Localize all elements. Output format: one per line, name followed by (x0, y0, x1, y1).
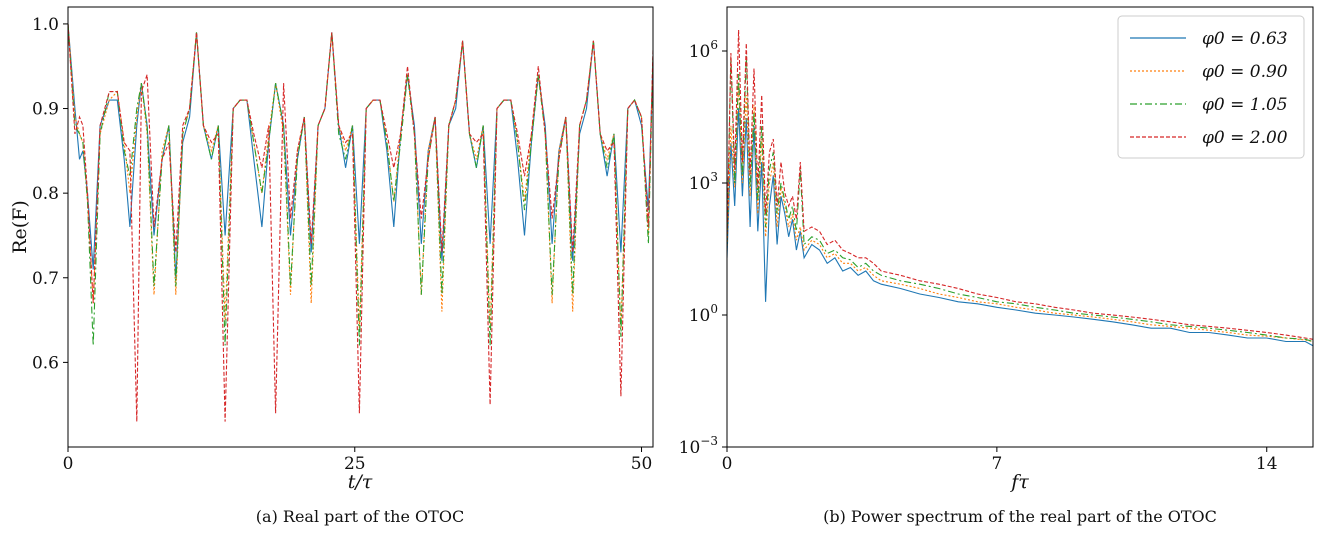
panel-b-frame (726, 6, 1314, 448)
panel-b-y-tick-label-0: 10−3 (679, 434, 718, 458)
panel-a-series-line-2 (68, 23, 653, 346)
legend-box (1117, 15, 1305, 159)
legend-label-1: φ0 = 0.90 (1202, 62, 1288, 82)
panel-a-caption: (a) Real part of the OTOC (256, 507, 464, 526)
panel-b-x-tick-label-1: 7 (991, 454, 1002, 474)
panel-b-series-line-1 (727, 81, 1313, 343)
panel-a-y-tick-label-0: 0.6 (32, 353, 59, 373)
panel-b-power-spectrum: 0 7 14 10−3 100 103 106 fτ (b) Power spectrum… (679, 6, 1314, 526)
panel-b-x-axis-label: fτ (1009, 471, 1029, 493)
panel-b-series-line-2 (727, 55, 1313, 343)
panel-a-x-ticks: 0 25 50 (63, 447, 653, 474)
legend-label-2: φ0 = 1.05 (1202, 95, 1288, 115)
panel-a-frame (67, 6, 654, 448)
panel-b-x-tick-label-2: 14 (1256, 454, 1278, 474)
legend-label-3: φ0 = 2.00 (1202, 128, 1288, 148)
panel-b-y-tick-label-1: 100 (689, 302, 718, 326)
panel-b-series-line-0 (727, 108, 1313, 347)
legend-label-0: φ0 = 0.63 (1202, 29, 1288, 49)
panel-b-y-tick-label-2: 103 (689, 170, 718, 194)
panel-a-y-tick-label-1: 0.7 (32, 269, 59, 289)
panel-a-series-line-3 (68, 23, 653, 422)
panel-a-x-axis-label: t/τ (348, 471, 373, 493)
panel-a-x-tick-label-0: 0 (63, 454, 74, 474)
panel-a-x-tick-label-2: 50 (631, 454, 653, 474)
panel-b-x-tick-label-0: 0 (722, 454, 733, 474)
panel-a-otoc-real-part: 0 25 50 0.6 0.7 0.8 0.9 1.0 t/τ Re(F) (a) Real… (9, 6, 654, 526)
panel-a-y-tick-label-4: 1.0 (32, 15, 59, 35)
panel-b-series-line-3 (727, 29, 1313, 340)
panel-b-x-ticks: 0 7 14 (722, 447, 1278, 474)
panel-b-legend: φ0 = 0.63 φ0 = 0.90 φ0 = 1.05 φ0 = 2.00 (1117, 15, 1305, 159)
legend-entries: φ0 = 0.63 φ0 = 0.90 φ0 = 1.05 φ0 = 2.00 (1130, 29, 1288, 148)
panel-a-series-group (68, 23, 653, 422)
panel-a-x-tick-label-1: 25 (344, 454, 366, 474)
panel-b-y-tick-label-3: 106 (689, 38, 718, 62)
panel-a-series-line-1 (68, 23, 653, 329)
panel-b-series-group (727, 29, 1313, 347)
panel-b-y-ticks: 10−3 100 103 106 (679, 38, 727, 458)
panel-a-y-tick-label-3: 0.9 (32, 100, 59, 120)
panel-b-caption: (b) Power spectrum of the real part of t… (823, 507, 1217, 526)
panel-a-y-ticks: 0.6 0.7 0.8 0.9 1.0 (32, 15, 68, 373)
panel-a-y-tick-label-2: 0.8 (32, 184, 59, 204)
panel-a-y-axis-label: Re(F) (9, 200, 31, 254)
panel-a-series-line-0 (68, 23, 653, 278)
